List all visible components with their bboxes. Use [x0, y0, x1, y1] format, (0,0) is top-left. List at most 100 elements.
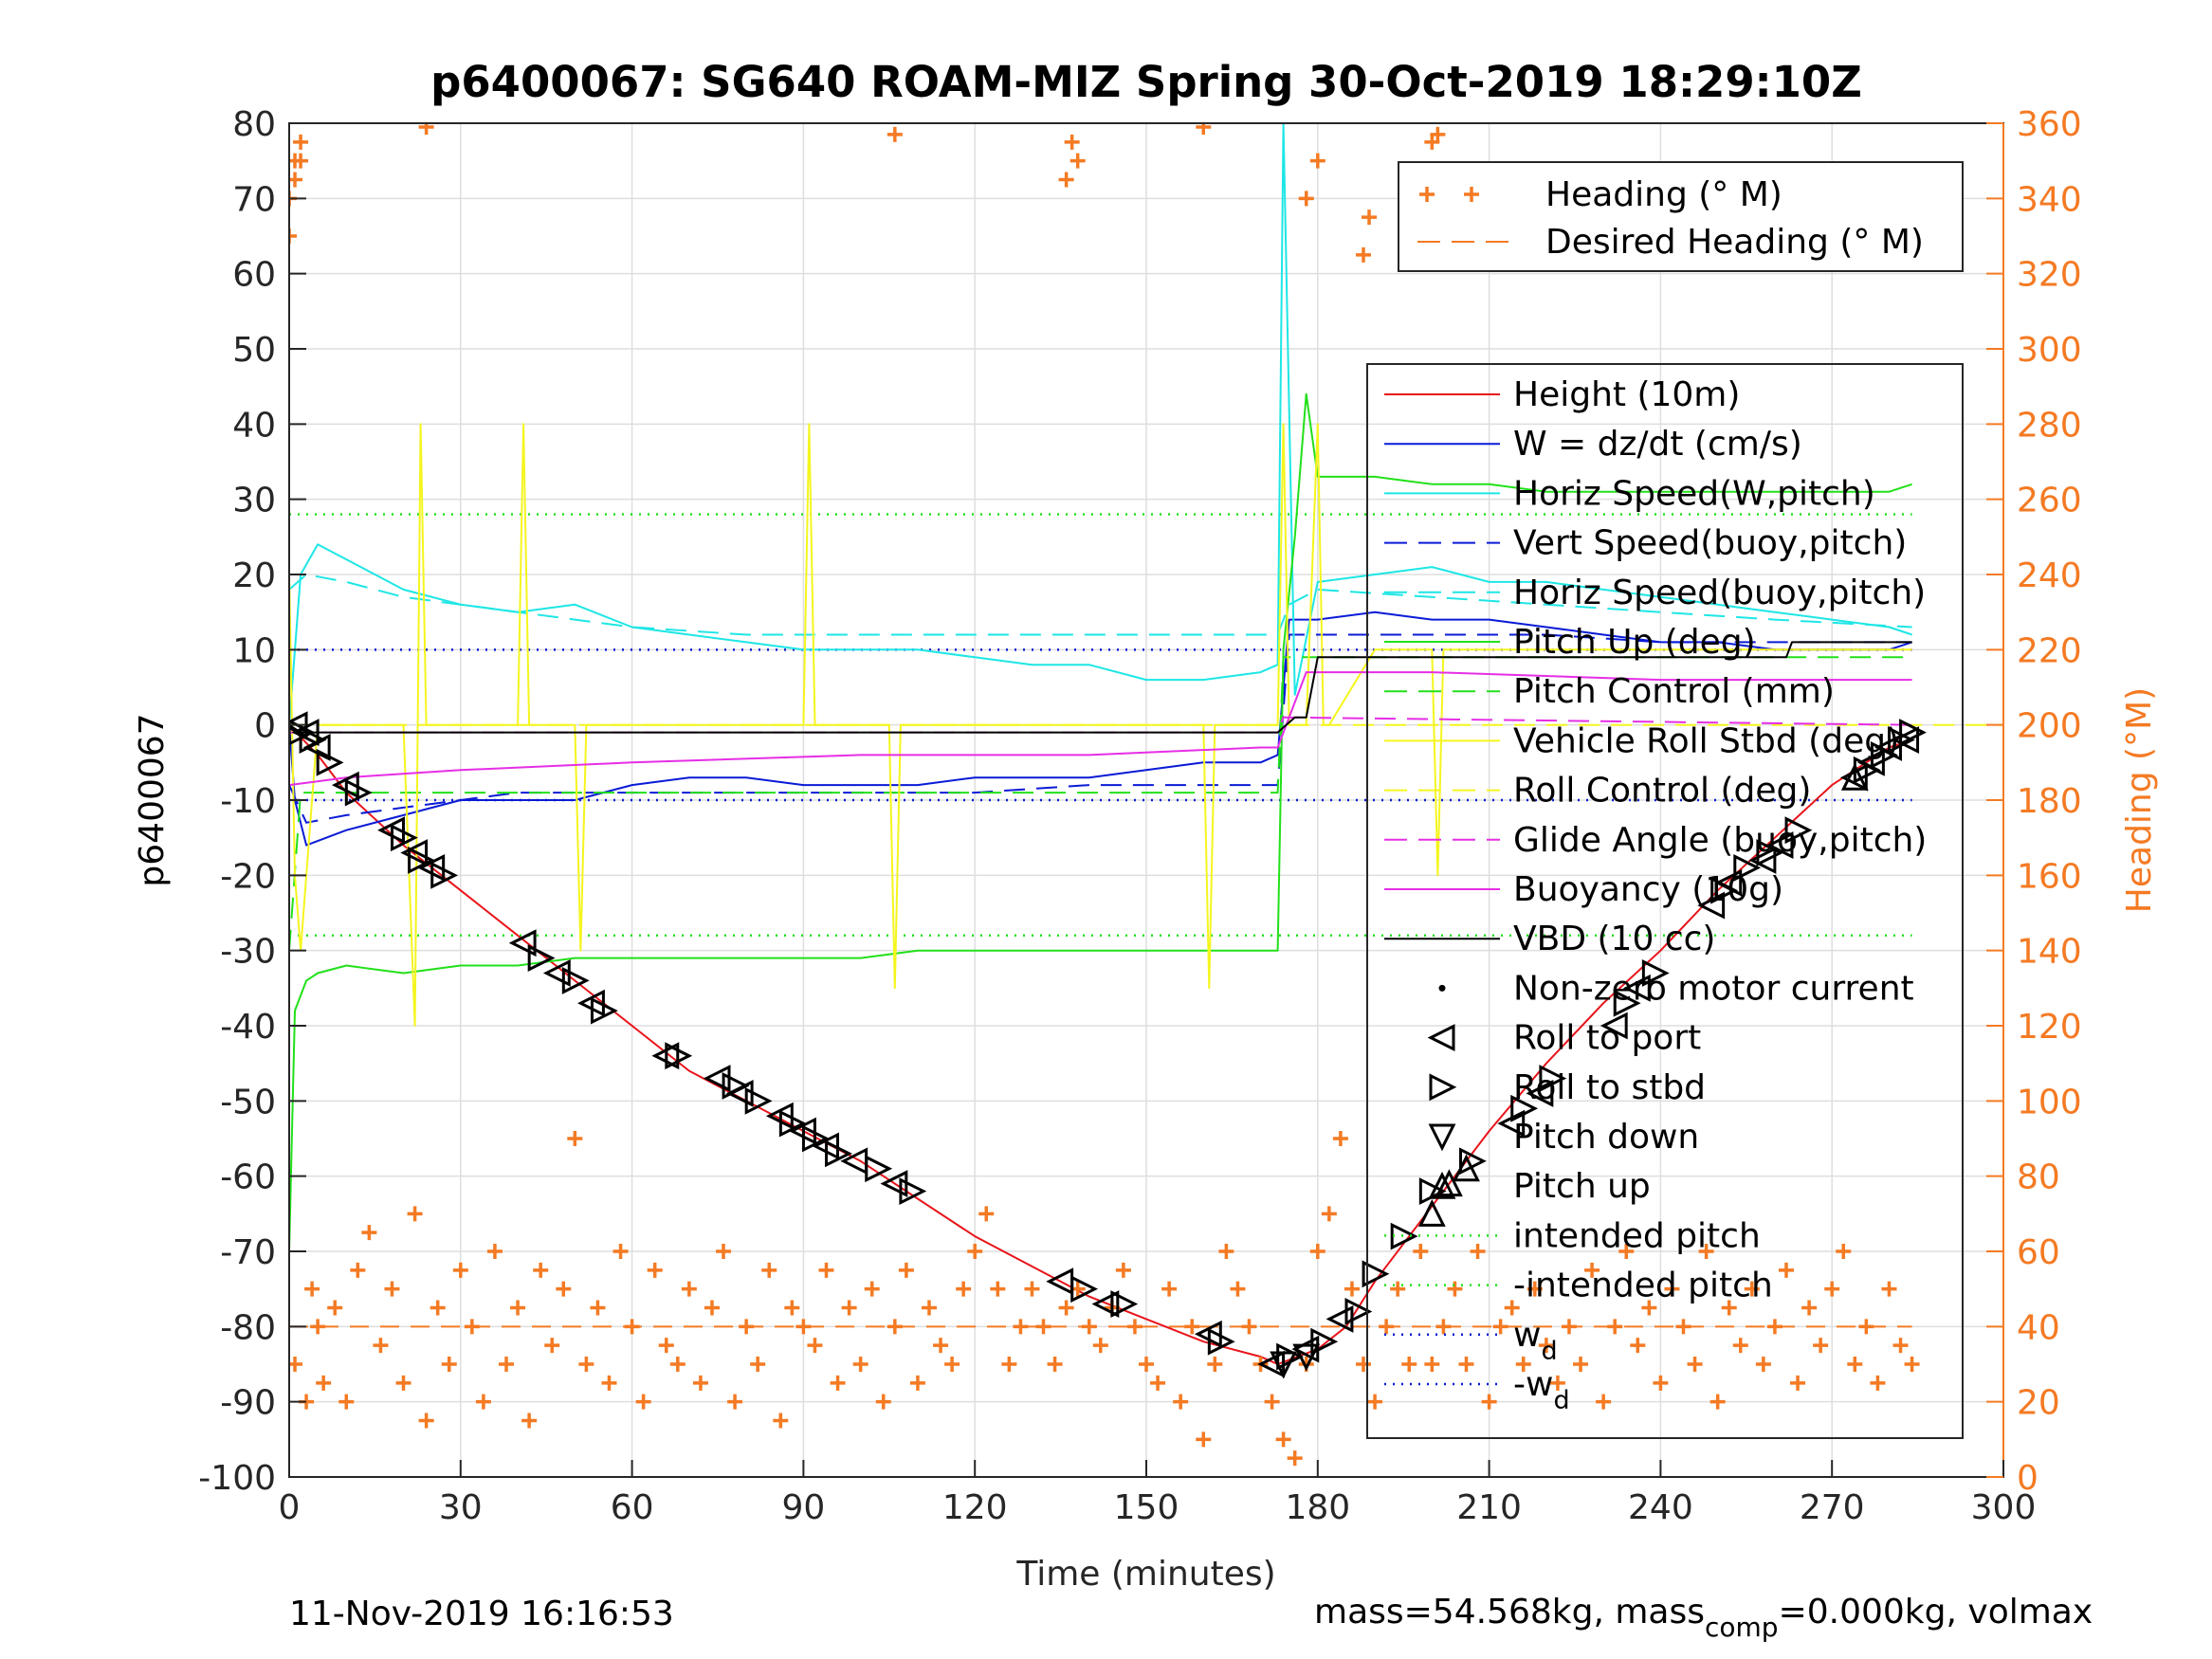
legend-main-label-text: W = dz/dt (cm/s) — [1513, 425, 1802, 464]
heading-point — [841, 1300, 857, 1316]
roll-to-stbd-marker — [778, 1109, 807, 1138]
legend-main-label: wd — [1513, 1316, 1558, 1366]
heading-point — [1538, 1338, 1554, 1354]
heading-point — [1870, 1375, 1886, 1391]
heading-point — [1356, 246, 1372, 263]
legend-main-label-text: Pitch up — [1513, 1167, 1651, 1206]
heading-point — [1161, 1281, 1178, 1297]
roll-to-stbd-marker — [344, 778, 373, 807]
heading-point — [578, 1357, 594, 1372]
heading-point — [887, 1319, 903, 1335]
heading-point — [590, 1300, 606, 1316]
heading-point — [1058, 172, 1074, 188]
y2-tick-label: 60 — [2017, 1233, 2060, 1272]
heading-point — [1721, 1300, 1737, 1316]
heading-point — [418, 123, 434, 135]
y2-tick-label: 160 — [2017, 857, 2082, 896]
roll-to-stbd-marker — [1110, 1290, 1139, 1318]
legend-main-label-text: Non-zero motor current — [1513, 969, 1914, 1008]
roll-to-stbd-marker — [590, 996, 618, 1025]
roll-to-port-marker — [1622, 974, 1651, 1002]
heading-point — [1126, 1319, 1143, 1335]
legend-swatch-pitch-up — [1428, 1171, 1456, 1199]
heading-point — [1641, 1300, 1657, 1316]
legend-main-label: Vehicle Roll Stbd (deg) — [1513, 721, 1899, 760]
x-tick-label: 150 — [1114, 1488, 1179, 1527]
roll-to-stbd-marker — [722, 1072, 750, 1100]
heading-point — [601, 1375, 617, 1391]
heading-point — [1526, 1281, 1543, 1297]
heading-point — [818, 1262, 834, 1278]
y-tick-label: -30 — [220, 933, 276, 972]
heading-point — [486, 1244, 503, 1259]
heading-point — [933, 1338, 949, 1354]
heading-point — [864, 1281, 880, 1297]
heading-point — [1196, 1431, 1212, 1448]
heading-point — [1664, 1281, 1680, 1297]
legend-main-label-text: -w — [1513, 1365, 1553, 1404]
heading-point — [316, 1375, 332, 1391]
heading-point — [1561, 1319, 1577, 1335]
legend-swatch-non-zero-motor-current — [1438, 984, 1446, 992]
y-tick-label: 0 — [254, 707, 276, 746]
heading-point — [567, 1131, 583, 1146]
x-axis: 0 30 60 90 120 150 180 210 240 270 300 — [279, 1460, 2036, 1527]
heading-point — [395, 1375, 411, 1391]
y-tick-label: -20 — [220, 857, 276, 896]
heading-point — [361, 1225, 377, 1241]
legend-main-label-sub: d — [1553, 1386, 1569, 1415]
legend-swatch-pitch-down — [1428, 1123, 1456, 1152]
y-tick-label: 50 — [232, 331, 276, 370]
roll-to-port-marker — [1748, 847, 1777, 874]
roll-to-stbd-marker — [1344, 1298, 1373, 1325]
heading-point — [669, 1357, 686, 1372]
heading-point — [1013, 1319, 1029, 1335]
heading-point — [1709, 1394, 1726, 1410]
heading-point — [1207, 1357, 1223, 1372]
legend-heading-swatch — [1419, 187, 1435, 202]
heading-point — [1150, 1375, 1166, 1391]
y2-tick-label: 240 — [2017, 556, 2082, 595]
legend-main-label: intended pitch — [1513, 1216, 1761, 1255]
x-tick-label: 0 — [279, 1488, 301, 1527]
heading-point — [1218, 1244, 1234, 1259]
legend-heading-box — [1398, 161, 1964, 272]
heading-point — [1881, 1281, 1897, 1297]
y2-tick-label: 40 — [2017, 1308, 2060, 1347]
heading-point — [521, 1413, 538, 1429]
heading-point — [1824, 1281, 1840, 1297]
y2-tick-label: 0 — [2017, 1459, 2038, 1498]
heading-point — [1492, 1319, 1508, 1335]
heading-point — [681, 1281, 697, 1297]
legend-main-label-text: Vert Speed(buoy,pitch) — [1513, 524, 1907, 563]
heading-point — [1435, 1319, 1452, 1335]
heading-point — [1379, 1319, 1395, 1335]
legend-main-label: Roll Control (deg) — [1513, 772, 1811, 811]
legend-main-label-sub: d — [1541, 1337, 1557, 1366]
heading-point — [1675, 1319, 1691, 1335]
heading-point — [1173, 1394, 1189, 1410]
heading-point — [1058, 1300, 1074, 1316]
roll-to-stbd-marker — [1539, 1065, 1567, 1092]
heading-point — [1367, 1394, 1383, 1410]
heading-point — [1607, 1319, 1623, 1335]
legend-main-label-text: Horiz Speed(buoy,pitch) — [1513, 574, 1926, 612]
heading-point — [1732, 1338, 1748, 1354]
heading-point — [1858, 1319, 1874, 1335]
heading-point — [1847, 1357, 1863, 1372]
pitch-down-marker — [1270, 1351, 1298, 1379]
legend-swatch-roll-to-stbd — [1429, 1073, 1457, 1102]
heading-point — [921, 1300, 937, 1316]
heading-point — [978, 1206, 995, 1222]
heading-point — [430, 1300, 446, 1316]
footer-mass-prefix: mass=54.568kg, mass — [1314, 1593, 1705, 1632]
legend-main-label-text: Roll to port — [1513, 1019, 1701, 1058]
heading-point — [1001, 1357, 1017, 1372]
legend-main-label: Pitch up — [1513, 1167, 1651, 1206]
legend-main-label: Horiz Speed(buoy,pitch) — [1513, 574, 1926, 612]
legend-main-label: -wd — [1513, 1365, 1570, 1415]
heading-point — [1092, 1338, 1108, 1354]
heading-point — [1790, 1375, 1806, 1391]
heading-point — [1081, 1319, 1097, 1335]
